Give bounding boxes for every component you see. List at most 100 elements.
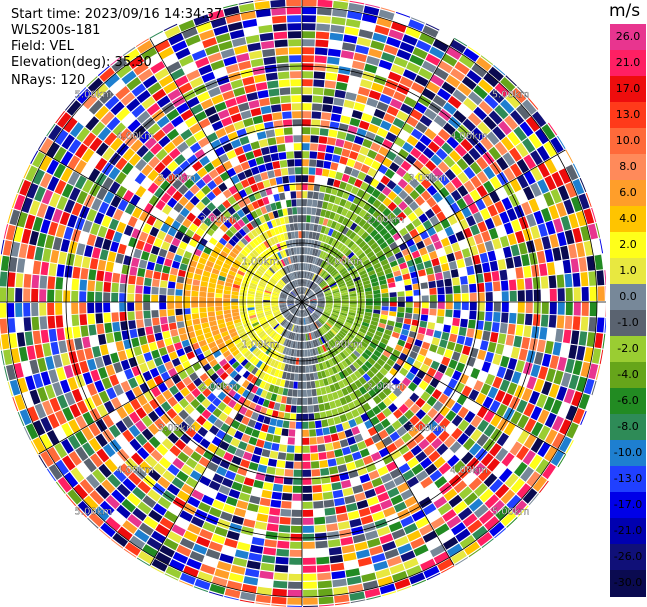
velocity-cell xyxy=(377,465,389,476)
velocity-cell xyxy=(201,494,215,506)
velocity-cell xyxy=(242,370,251,379)
velocity-cell xyxy=(437,363,448,374)
velocity-cell xyxy=(323,343,330,351)
velocity-cell xyxy=(441,331,450,341)
velocity-cell xyxy=(58,340,68,354)
velocity-cell xyxy=(418,247,428,256)
velocity-cell xyxy=(276,271,282,279)
velocity-cell xyxy=(119,302,127,312)
velocity-cell xyxy=(377,381,386,390)
velocity-cell xyxy=(304,288,308,295)
colorbar-segment xyxy=(610,336,646,363)
velocity-cell xyxy=(167,288,175,296)
velocity-cell xyxy=(134,172,147,185)
velocity-cell xyxy=(211,268,220,275)
velocity-cell xyxy=(533,378,545,393)
velocity-cell xyxy=(494,141,508,156)
velocity-cell xyxy=(351,273,360,279)
velocity-cell xyxy=(164,216,175,226)
velocity-cell xyxy=(296,349,300,357)
velocity-cell xyxy=(67,171,80,186)
velocity-cell xyxy=(240,179,250,188)
velocity-cell xyxy=(72,266,81,279)
velocity-cell xyxy=(204,79,219,91)
velocity-cell xyxy=(212,363,222,372)
velocity-cell xyxy=(47,413,60,429)
velocity-cell xyxy=(371,553,386,564)
velocity-cell xyxy=(429,46,445,59)
velocity-cell xyxy=(343,552,357,562)
velocity-cell xyxy=(240,591,256,602)
velocity-cell xyxy=(166,128,180,141)
velocity-cell xyxy=(360,341,369,349)
velocity-cell xyxy=(394,578,411,590)
velocity-cell xyxy=(269,96,281,105)
velocity-cell xyxy=(454,144,467,157)
velocity-cell xyxy=(336,278,344,284)
velocity-cell xyxy=(377,492,390,503)
velocity-cell xyxy=(149,367,160,378)
velocity-cell xyxy=(263,382,271,391)
velocity-cell xyxy=(273,288,281,293)
velocity-cell xyxy=(588,317,597,332)
velocity-cell xyxy=(358,240,367,249)
velocity-cell xyxy=(176,247,185,257)
velocity-cell xyxy=(325,294,333,297)
velocity-cell xyxy=(376,412,386,422)
velocity-cell xyxy=(507,233,517,246)
velocity-cell xyxy=(194,149,206,160)
velocity-cell xyxy=(420,190,432,201)
velocity-cell xyxy=(557,356,567,372)
velocity-cell xyxy=(158,46,174,60)
velocity-cell xyxy=(38,455,47,469)
velocity-cell xyxy=(302,525,315,533)
velocity-cell xyxy=(290,413,297,421)
velocity-cell xyxy=(257,351,265,360)
velocity-cell xyxy=(127,302,135,312)
velocity-cell xyxy=(257,330,265,337)
velocity-cell xyxy=(297,279,300,287)
velocity-cell xyxy=(24,331,34,346)
velocity-cell xyxy=(274,324,281,331)
velocity-cell xyxy=(389,124,401,136)
velocity-cell xyxy=(388,282,396,288)
velocity-cell xyxy=(328,359,335,367)
velocity-cell xyxy=(339,439,349,448)
velocity-cell xyxy=(215,302,223,307)
velocity-cell xyxy=(267,137,277,146)
velocity-cell xyxy=(432,95,447,108)
velocity-cell xyxy=(323,273,330,280)
velocity-cell xyxy=(98,463,112,478)
velocity-cell xyxy=(293,308,298,315)
velocity-cell xyxy=(509,147,522,162)
velocity-cell xyxy=(163,23,178,32)
velocity-cell xyxy=(231,334,240,342)
velocity-cell xyxy=(429,250,438,260)
velocity-cell xyxy=(266,466,276,475)
velocity-cell xyxy=(267,316,275,322)
velocity-cell xyxy=(332,8,347,18)
velocity-cell xyxy=(391,217,401,227)
velocity-cell xyxy=(440,237,450,247)
velocity-cell xyxy=(309,429,317,437)
velocity-cell xyxy=(69,403,81,418)
velocity-cell xyxy=(342,378,350,387)
velocity-cell xyxy=(131,365,142,377)
velocity-cell xyxy=(288,265,292,273)
velocity-cell xyxy=(292,280,297,288)
velocity-cell xyxy=(285,372,291,380)
velocity-cell xyxy=(293,247,297,255)
velocity-cell xyxy=(261,449,271,458)
velocity-cell xyxy=(455,528,471,542)
velocity-cell xyxy=(335,138,345,148)
velocity-cell xyxy=(373,349,382,358)
velocity-cell xyxy=(253,260,261,267)
velocity-cell xyxy=(451,176,463,189)
velocity-cell xyxy=(290,79,302,87)
velocity-cell xyxy=(302,215,307,223)
velocity-cell xyxy=(334,364,342,373)
velocity-cell xyxy=(308,341,312,349)
velocity-cell xyxy=(274,253,281,261)
velocity-cell xyxy=(229,251,238,259)
velocity-cell xyxy=(317,298,325,301)
